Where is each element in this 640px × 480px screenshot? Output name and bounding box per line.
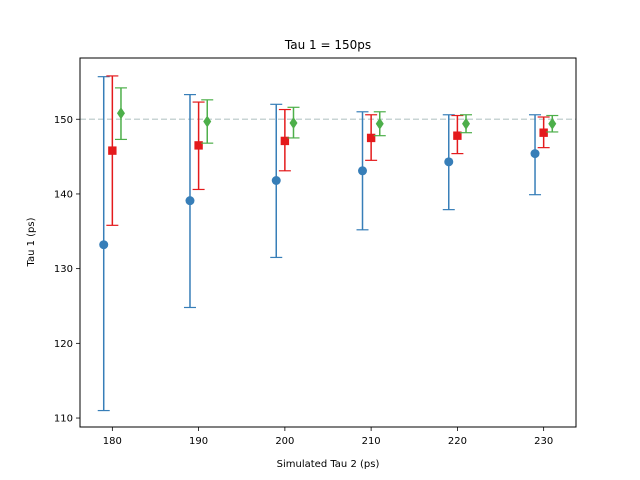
blue-point: [358, 166, 368, 176]
y-tick-label: 110: [54, 414, 73, 425]
blue-point: [530, 149, 540, 159]
y-tick-label: 130: [54, 264, 73, 275]
x-tick-label: 230: [534, 436, 553, 447]
plot-frame: [79, 57, 577, 428]
green-point: [375, 117, 384, 130]
x-tick-label: 180: [103, 436, 122, 447]
red-point: [194, 141, 203, 150]
x-tick-label: 210: [362, 436, 381, 447]
green-point: [203, 115, 212, 128]
red-point: [108, 146, 117, 155]
x-axis-label: Simulated Tau 2 (ps): [277, 459, 380, 470]
y-tick-label: 120: [54, 339, 73, 350]
blue-point: [99, 240, 109, 250]
y-tick-label: 150: [54, 115, 73, 126]
chart-title: Tau 1 = 150ps: [284, 38, 371, 52]
x-tick-label: 220: [448, 436, 467, 447]
green-point: [548, 117, 557, 130]
red-point: [539, 128, 548, 137]
y-axis-label: Tau 1 (ps): [26, 217, 37, 267]
blue-point: [444, 157, 454, 167]
y-tick-label: 140: [54, 189, 73, 200]
green-point: [462, 117, 471, 130]
green-point: [116, 107, 125, 120]
plot-area: 180 190 200 210 220 230 110 120 130 140 150: [54, 75, 576, 447]
blue-point: [185, 196, 195, 206]
green-point: [289, 116, 298, 129]
blue-point: [271, 176, 281, 186]
x-tick-label: 200: [275, 436, 294, 447]
red-point: [366, 133, 376, 143]
red-point: [280, 136, 290, 146]
x-tick-label: 190: [189, 436, 208, 447]
red-point: [453, 131, 462, 140]
